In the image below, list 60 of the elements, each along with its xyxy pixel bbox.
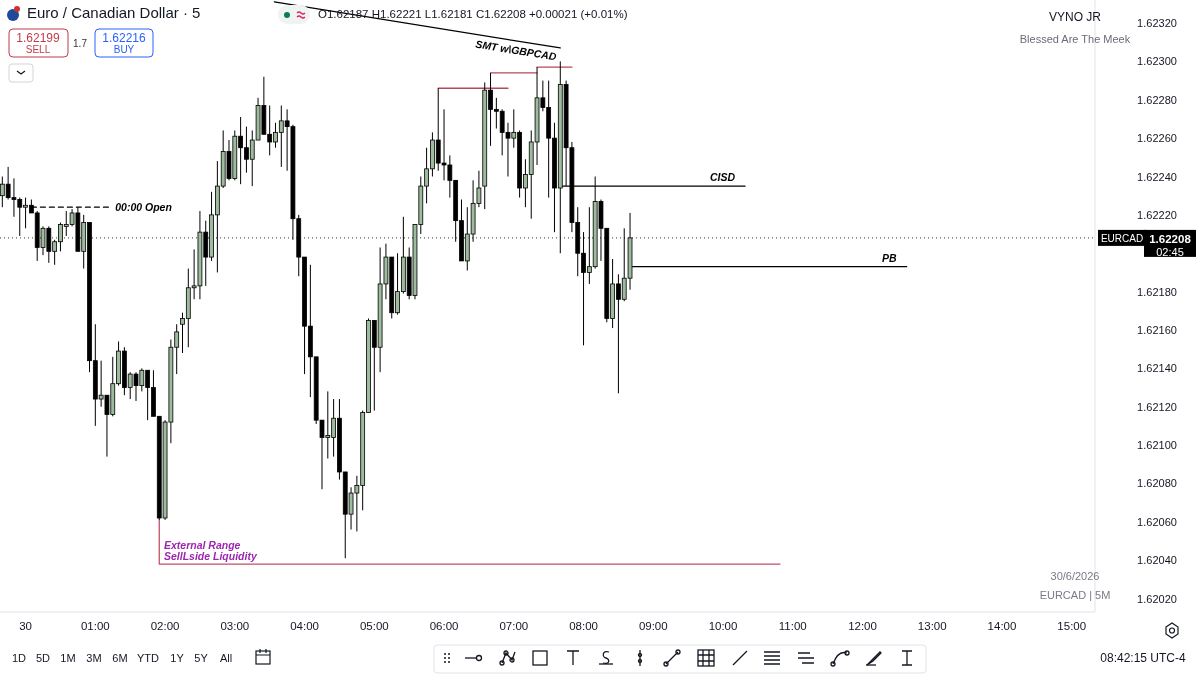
text: 1Y xyxy=(170,652,185,664)
text: 02:45 xyxy=(1156,246,1184,258)
x-tick-label: 03:00 xyxy=(220,620,250,632)
y-tick-label: 1.62140 xyxy=(1137,362,1177,375)
y-tick-label: 1.62320 xyxy=(1137,17,1177,30)
x-tick-label: 06:00 xyxy=(429,620,459,632)
y-tick-label: 1.62280 xyxy=(1137,93,1177,106)
annotation: 1.62216 xyxy=(102,31,147,45)
x-tick-label: 11:00 xyxy=(778,620,807,632)
x-tick-label: 02:00 xyxy=(150,620,180,632)
series-label: PB xyxy=(882,251,898,264)
annotation: 1.7 xyxy=(73,38,88,49)
annotation: External Range xyxy=(164,539,241,551)
y-tick-label: 1.62040 xyxy=(1137,554,1177,567)
x-tick-label: 15:00 xyxy=(1057,620,1087,632)
x-tick-label: 14:00 xyxy=(987,620,1017,632)
x-tick-label: 05:00 xyxy=(359,620,389,632)
y-tick-label: 1.62160 xyxy=(1137,323,1177,336)
text: 3M xyxy=(86,652,102,664)
annotation: 30/6/2026 xyxy=(1050,570,1100,582)
annotation: VYNO JR xyxy=(1048,10,1102,24)
y-tick-label: 1.62100 xyxy=(1137,439,1177,452)
ref-line-label: EURCAD xyxy=(1100,232,1144,244)
x-tick-label: 08:00 xyxy=(569,620,598,632)
annotation: 1.62199 xyxy=(16,31,61,45)
text: 1M xyxy=(60,652,76,664)
annotation: SellLside Liquidity xyxy=(164,550,258,562)
y-tick-label: 1.62240 xyxy=(1137,170,1177,183)
x-tick-label: 04:00 xyxy=(290,620,319,632)
text: 5Y xyxy=(194,652,209,664)
text: 1.62208 xyxy=(1149,233,1192,245)
y-tick-label: 1.62120 xyxy=(1137,400,1177,413)
x-tick-label: 30 xyxy=(19,620,32,632)
x-tick-label: 10:00 xyxy=(708,620,738,632)
text: 6M xyxy=(112,652,128,664)
x-tick-label: 01:00 xyxy=(80,620,110,632)
y-tick-label: 1.62260 xyxy=(1137,132,1177,145)
x-tick-label: 13:00 xyxy=(917,620,947,632)
y-tick-label: 1.62300 xyxy=(1137,55,1177,68)
annotation: BUY xyxy=(113,44,135,55)
annotation: SELL xyxy=(25,44,51,55)
series-label: 00:00 Open xyxy=(115,201,172,214)
text: YTD xyxy=(137,652,160,664)
y-tick-label: 1.62020 xyxy=(1137,592,1177,605)
text: All xyxy=(219,652,233,664)
annotation: Blessed Are The Meek xyxy=(1019,33,1131,45)
chart-title: Euro / Canadian Dollar · 5 xyxy=(27,4,201,21)
text: 1D xyxy=(11,652,27,664)
text: SMT w\GBPCAD xyxy=(474,37,558,63)
x-tick-label: 07:00 xyxy=(499,620,529,632)
y-tick-label: 1.62060 xyxy=(1137,515,1177,528)
y-tick-label: 1.62180 xyxy=(1137,285,1177,298)
text: 5D xyxy=(35,652,51,664)
x-tick-label: 09:00 xyxy=(638,620,668,632)
series-label: CISD xyxy=(710,171,736,184)
x-tick-label: 12:00 xyxy=(848,620,877,632)
text: 08:42:15 UTC-4 xyxy=(1100,651,1187,665)
y-tick-label: 1.62080 xyxy=(1137,477,1177,490)
y-tick-label: 1.62220 xyxy=(1137,208,1177,221)
annotation: EURCAD | 5M xyxy=(1039,589,1111,601)
